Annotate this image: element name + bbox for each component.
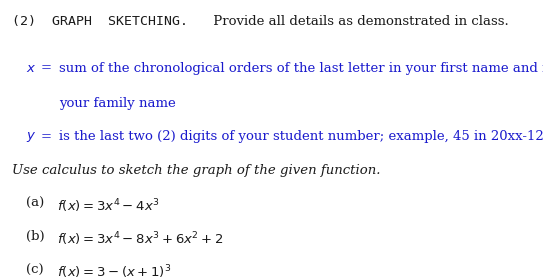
Text: sum of the chronological orders of the last letter in your first name and first : sum of the chronological orders of the l…	[59, 62, 543, 74]
Text: $f(x) = 3x^4 - 4x^3$: $f(x) = 3x^4 - 4x^3$	[53, 197, 160, 215]
Text: (a): (a)	[26, 197, 45, 210]
Text: (2)  GRAPH  SKETCHING.: (2) GRAPH SKETCHING.	[12, 15, 188, 28]
Text: =: =	[41, 130, 52, 143]
Text: (b): (b)	[26, 230, 45, 243]
Text: $x$: $x$	[26, 62, 36, 74]
Text: is the last two (2) digits of your student number; example, 45 in 20xx-12345.: is the last two (2) digits of your stude…	[59, 130, 543, 143]
Text: $y$: $y$	[26, 130, 36, 144]
Text: your family name: your family name	[59, 97, 175, 109]
Text: (c): (c)	[26, 263, 43, 276]
Text: Use calculus to sketch the graph of the given function.: Use calculus to sketch the graph of the …	[12, 164, 381, 177]
Text: Provide all details as demonstrated in class.: Provide all details as demonstrated in c…	[209, 15, 509, 28]
Text: $f(x) = 3-(x+1)^3$: $f(x) = 3-(x+1)^3$	[53, 263, 172, 280]
Text: =: =	[41, 62, 52, 74]
Text: $f(x) = 3x^4 - 8x^3 + 6x^2 + 2$: $f(x) = 3x^4 - 8x^3 + 6x^2 + 2$	[53, 230, 224, 248]
